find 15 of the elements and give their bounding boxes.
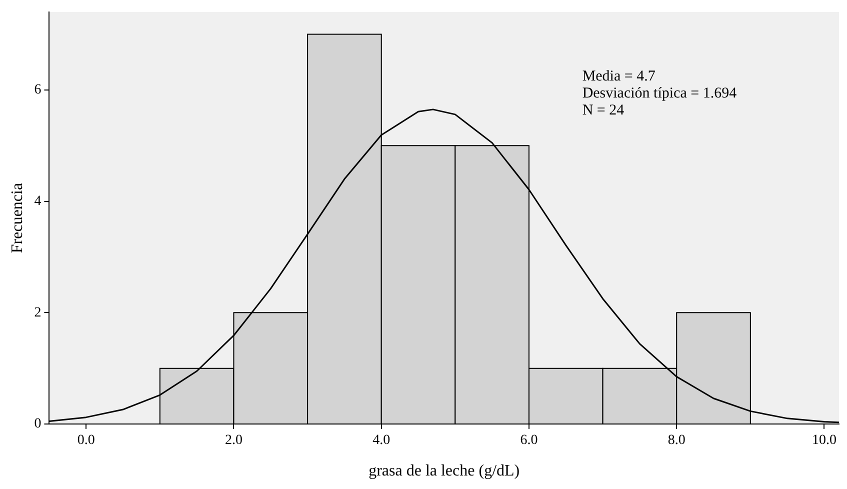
x-tick-label: 10.0 — [812, 433, 836, 448]
annotation: Desviación típica = 1.694 — [582, 85, 738, 102]
x-tick-label: 8.0 — [668, 433, 686, 448]
y-tick-label: 2 — [34, 305, 42, 320]
annotation: N = 24 — [582, 102, 625, 118]
x-tick-label: 2.0 — [224, 433, 242, 448]
x-tick-label: 0.0 — [77, 433, 95, 448]
y-axis-title: Frecuencia — [8, 182, 26, 254]
x-tick-label: 6.0 — [520, 433, 538, 448]
annotation: Media = 4.7 — [582, 68, 656, 84]
x-tick-label: 4.0 — [372, 433, 390, 448]
y-tick-label: 4 — [34, 194, 42, 209]
y-tick-label: 6 — [34, 82, 42, 98]
x-axis-title: grasa de la leche (g/dL) — [368, 462, 520, 480]
y-tick-label: 0 — [34, 416, 42, 432]
